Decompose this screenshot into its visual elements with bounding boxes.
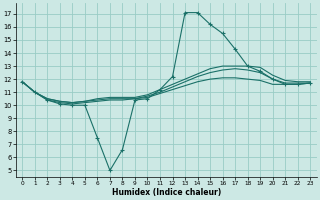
- X-axis label: Humidex (Indice chaleur): Humidex (Indice chaleur): [112, 188, 221, 197]
